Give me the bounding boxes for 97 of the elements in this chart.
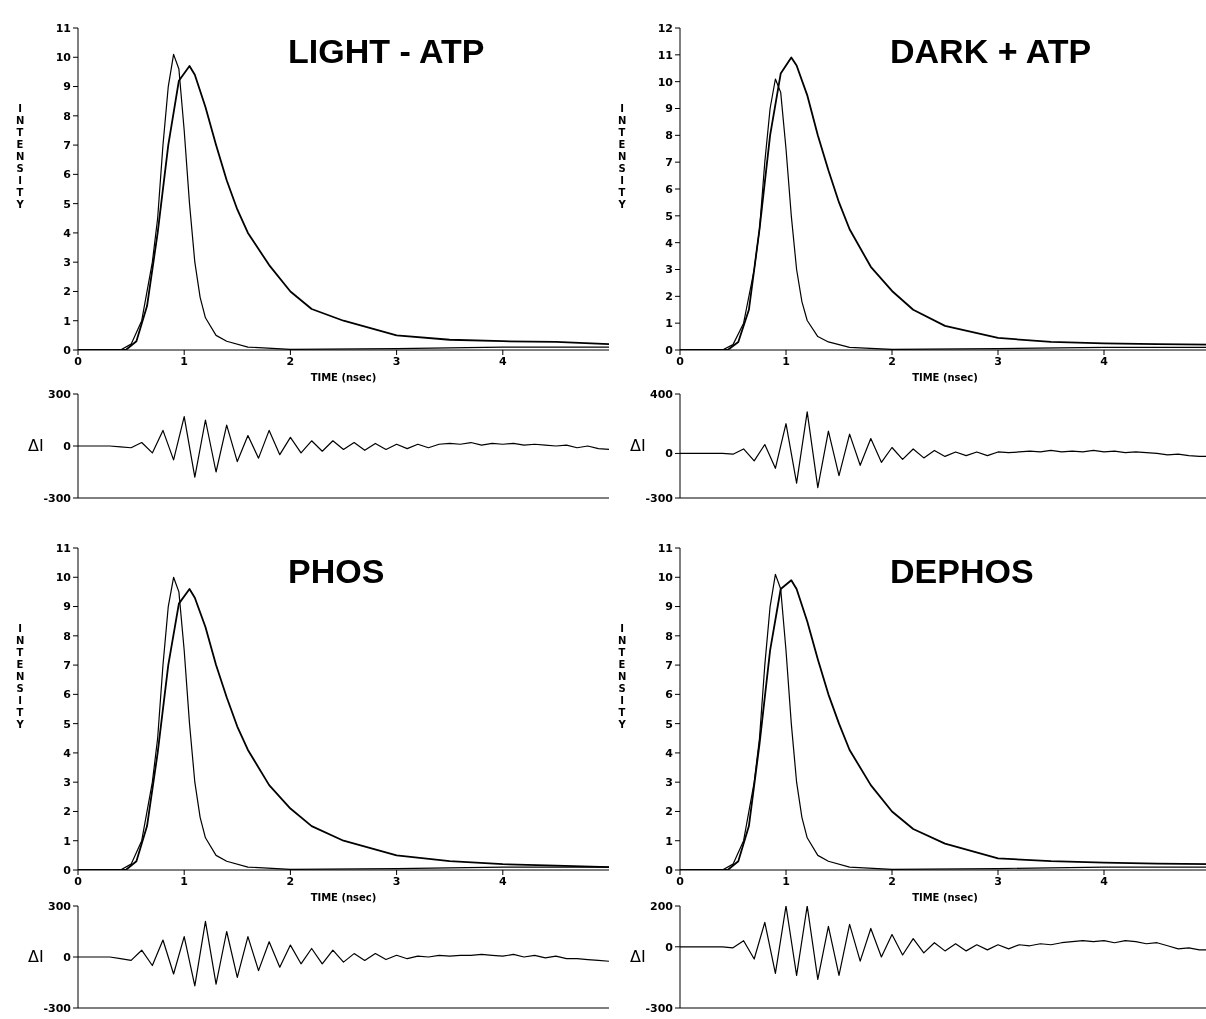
y-tick-label: 10 <box>657 75 674 89</box>
y-tick-label: 10 <box>657 571 674 585</box>
text: INTENSITY <box>16 623 25 730</box>
y-tick-label: 1 <box>63 834 71 848</box>
y-tick-label: 11 <box>55 21 71 35</box>
y-tick-label: 0 <box>665 863 674 877</box>
y-tick-label: 5 <box>63 197 71 211</box>
y-axis-title: ΔI <box>630 947 646 966</box>
x-tick-label: 2 <box>888 874 896 888</box>
x-tick-label: 2 <box>286 874 295 888</box>
x-tick-label: 0 <box>74 354 83 368</box>
y-tick-label: -300 <box>645 1001 674 1015</box>
y-axis-title: ΔI <box>28 947 44 966</box>
y-tick-label: -300 <box>43 491 72 505</box>
y-tick-label: 8 <box>665 129 673 143</box>
x-tick-label: 2 <box>888 354 896 368</box>
chart-title: DARK + ATP <box>890 32 1092 71</box>
x-axis-title: TIME (nsec) <box>911 372 979 383</box>
y-tick-label: 7 <box>665 659 673 672</box>
x-tick-label: 3 <box>392 354 401 368</box>
y-tick-label: 0 <box>665 343 674 357</box>
x-tick-label: 4 <box>1100 354 1109 368</box>
y-tick-label: 300 <box>48 387 72 401</box>
y-tick-label: 8 <box>63 109 71 123</box>
y-tick-label: 12 <box>657 21 673 35</box>
y-tick-label: 0 <box>665 940 674 954</box>
y-tick-label: 7 <box>63 659 71 672</box>
y-tick-label: 1 <box>63 314 71 328</box>
y-tick-label: 0 <box>63 863 72 877</box>
y-tick-label: 0 <box>63 343 72 357</box>
x-tick-label: 3 <box>994 874 1002 888</box>
y-tick-label: 8 <box>665 629 673 643</box>
text: INTENSITY <box>618 623 627 730</box>
y-tick-label: 9 <box>63 600 71 614</box>
y-tick-label: -300 <box>645 491 674 505</box>
y-axis-title: ΔI <box>630 436 646 455</box>
y-tick-label: 3 <box>665 776 673 790</box>
y-tick-label: 7 <box>665 156 673 170</box>
y-tick-label: 10 <box>55 571 72 585</box>
x-axis-title: TIME (nsec) <box>911 892 979 903</box>
y-tick-label: 8 <box>63 629 71 643</box>
y-tick-label: 2 <box>63 285 71 299</box>
y-tick-label: -300 <box>43 1001 72 1015</box>
x-tick-label: 1 <box>782 874 790 888</box>
x-tick-label: 3 <box>994 354 1002 368</box>
x-tick-label: 4 <box>498 874 507 888</box>
y-tick-label: 2 <box>63 805 71 819</box>
y-tick-label: 2 <box>665 290 673 304</box>
y-tick-label: 3 <box>63 256 71 270</box>
text: INTENSITY <box>16 103 25 210</box>
y-tick-label: 2 <box>665 805 673 819</box>
x-tick-label: 1 <box>180 354 189 368</box>
y-tick-label: 10 <box>55 51 72 65</box>
y-tick-label: 5 <box>63 717 71 731</box>
y-tick-label: 3 <box>63 776 71 790</box>
y-tick-label: 7 <box>63 139 71 152</box>
y-tick-label: 0 <box>63 439 72 453</box>
y-tick-label: 400 <box>650 387 674 401</box>
y-tick-label: 1 <box>665 834 673 848</box>
y-tick-label: 0 <box>63 950 72 964</box>
chart-title: DEPHOS <box>890 552 1034 591</box>
y-tick-label: 11 <box>657 48 673 62</box>
y-tick-label: 3 <box>665 263 673 277</box>
text: INTENSITY <box>618 103 627 210</box>
x-tick-label: 0 <box>74 874 83 888</box>
y-tick-label: 4 <box>63 226 72 240</box>
y-tick-label: 6 <box>63 688 72 702</box>
y-tick-label: 4 <box>665 236 674 250</box>
y-axis-title: ΔI <box>28 436 44 455</box>
x-tick-label: 0 <box>676 874 685 888</box>
x-axis-title: TIME (nsec) <box>309 892 378 903</box>
y-tick-label: 5 <box>665 717 673 731</box>
x-tick-label: 4 <box>498 354 507 368</box>
x-axis-title: TIME (nsec) <box>309 372 378 383</box>
y-tick-label: 1 <box>665 317 673 331</box>
y-tick-label: 6 <box>665 688 674 702</box>
y-tick-label: 300 <box>48 899 72 913</box>
x-tick-label: 0 <box>676 354 685 368</box>
y-tick-label: 6 <box>665 182 674 196</box>
y-tick-label: 4 <box>665 746 674 760</box>
x-tick-label: 2 <box>286 354 295 368</box>
y-tick-label: 5 <box>665 209 673 223</box>
y-tick-label: 4 <box>63 746 72 760</box>
y-tick-label: 0 <box>665 447 674 461</box>
y-tick-label: 11 <box>657 541 673 555</box>
y-tick-label: 11 <box>55 541 71 555</box>
x-tick-label: 3 <box>392 874 401 888</box>
y-tick-label: 6 <box>63 168 72 182</box>
y-tick-label: 9 <box>665 102 673 116</box>
y-tick-label: 9 <box>63 80 71 94</box>
x-tick-label: 1 <box>782 354 790 368</box>
x-tick-label: 1 <box>180 874 189 888</box>
y-tick-label: 9 <box>665 600 673 614</box>
chart-title: LIGHT - ATP <box>288 32 485 71</box>
chart-title: PHOS <box>288 552 385 591</box>
y-tick-label: 200 <box>650 899 674 913</box>
x-tick-label: 4 <box>1100 874 1109 888</box>
